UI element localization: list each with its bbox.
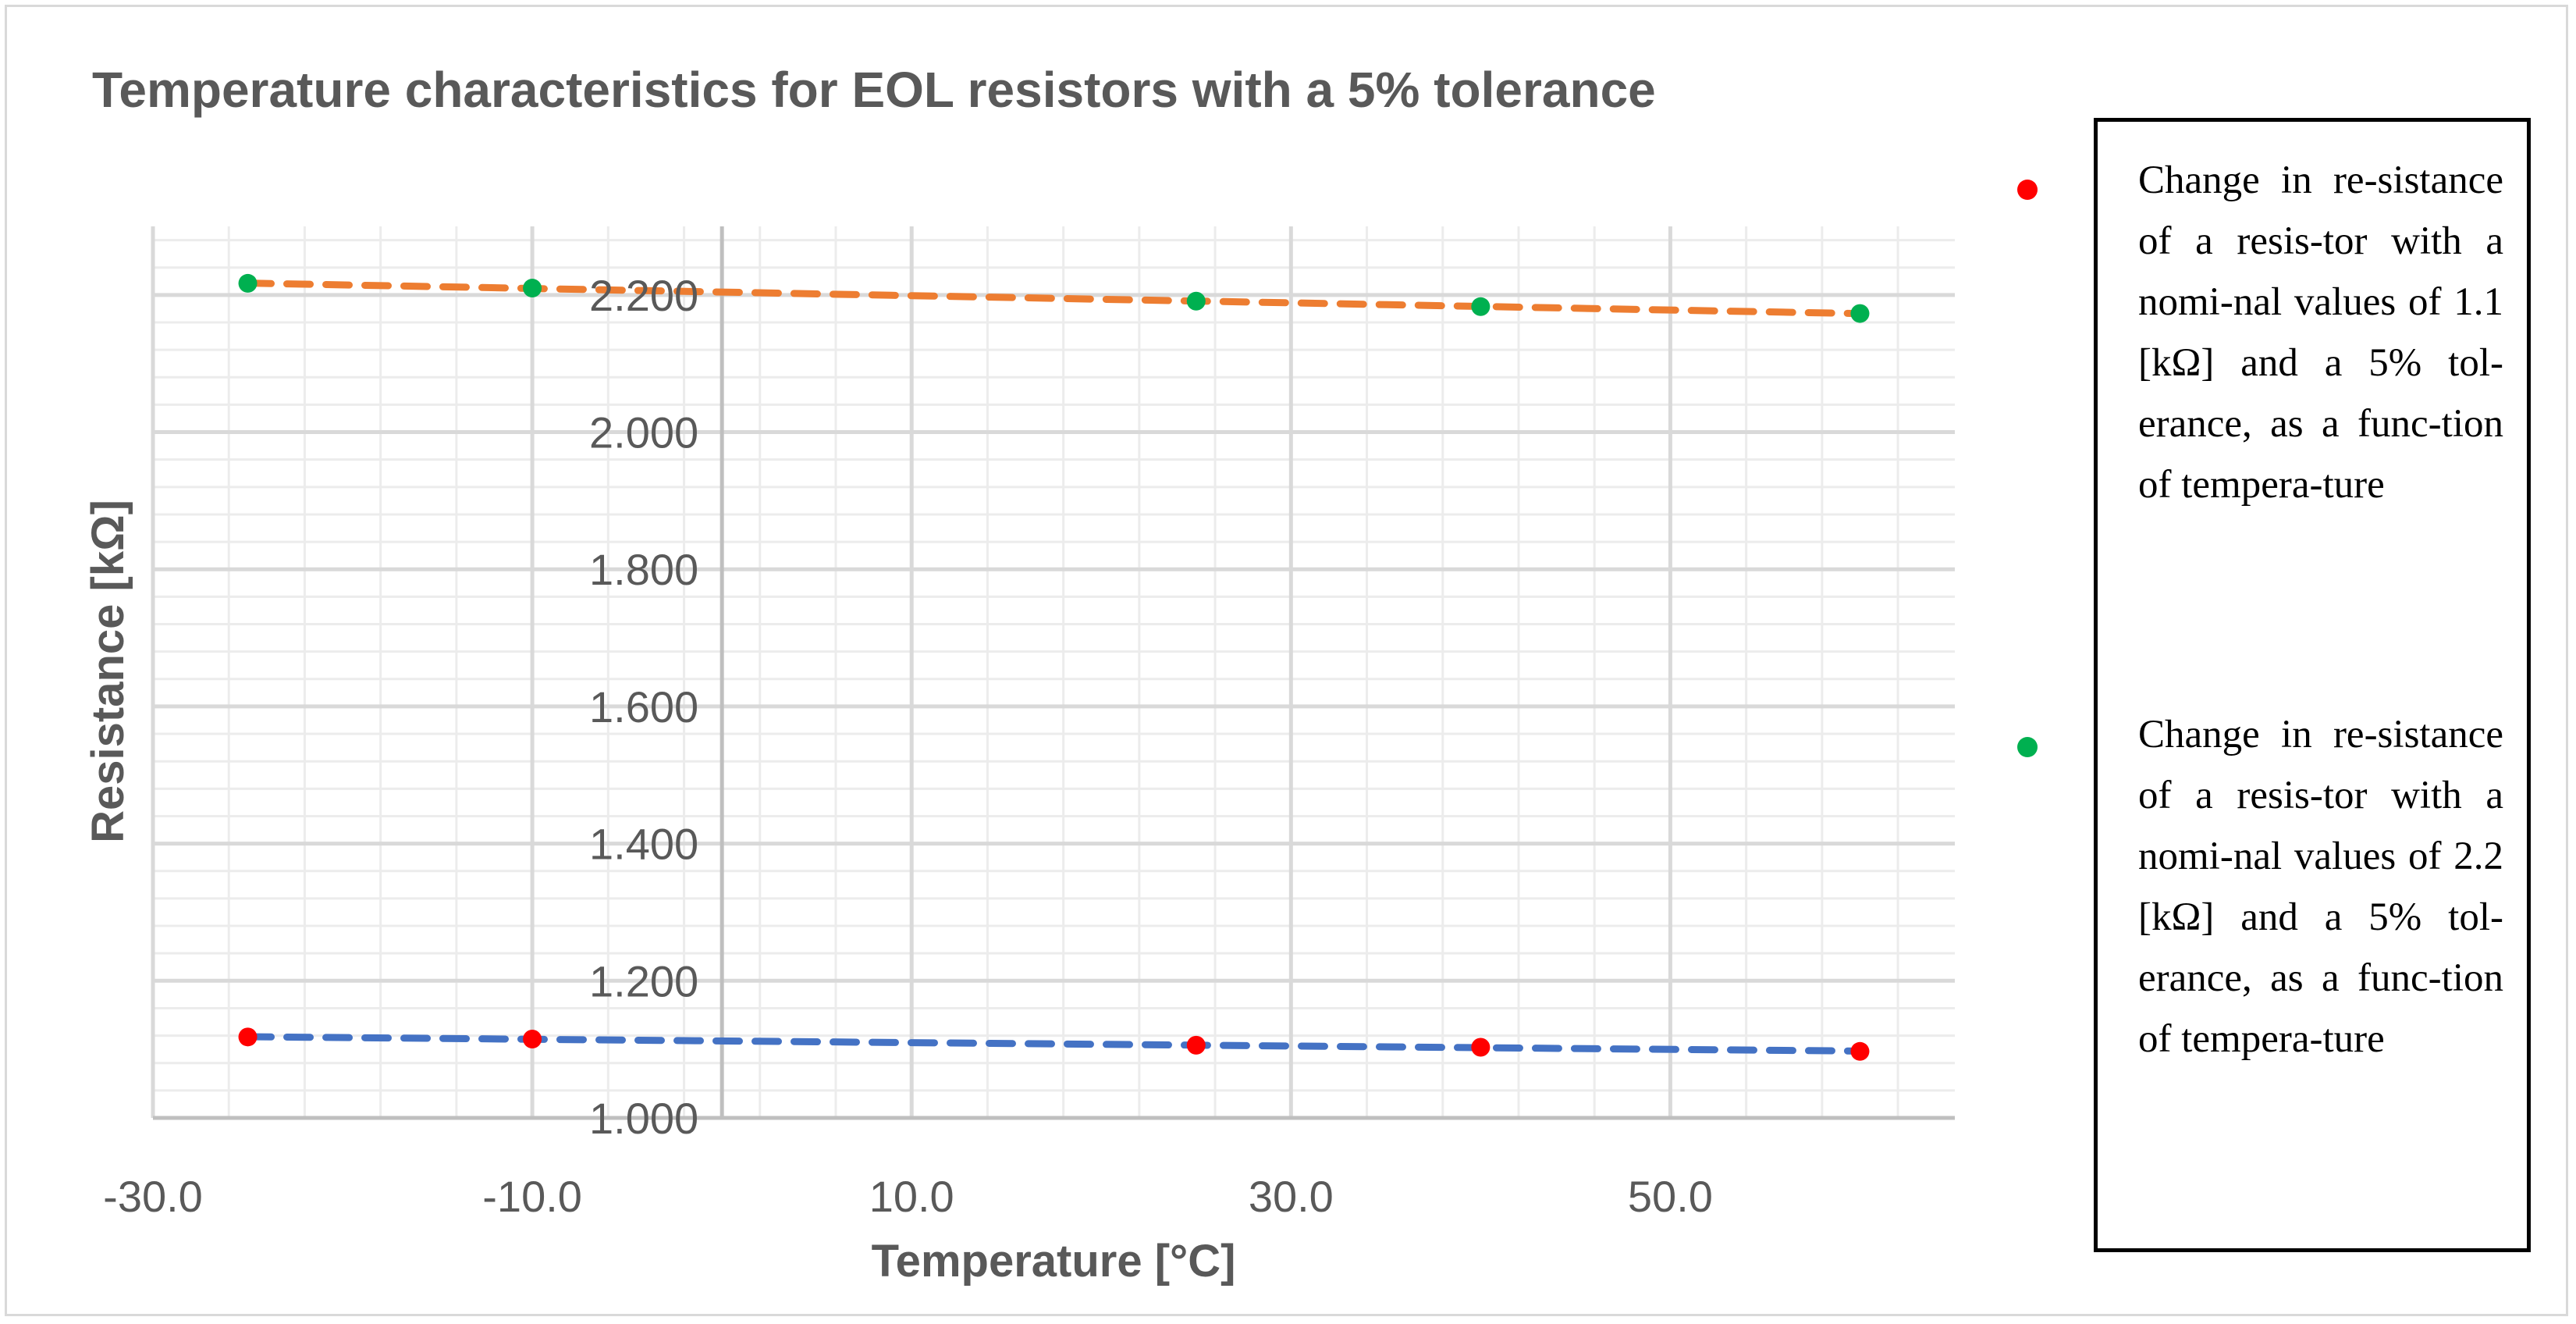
data-point-series-2 xyxy=(523,279,542,298)
legend-entry-1-1k: Change in re-sistance of a resis-tor wit… xyxy=(2138,158,2503,507)
data-point-series-1 xyxy=(523,1029,542,1048)
minor-grid xyxy=(151,226,1955,1119)
y-tick-label: 1.400 xyxy=(589,820,698,869)
legend-marker-2-2k xyxy=(2017,737,2038,757)
trendline-series-2 xyxy=(244,279,1864,318)
x-tick-label: -30.0 xyxy=(103,1172,203,1221)
x-tick-label: 50.0 xyxy=(1628,1172,1713,1221)
y-tick-label: 1.600 xyxy=(589,682,698,731)
data-point-series-1 xyxy=(238,1027,258,1047)
x-tick-label: 10.0 xyxy=(869,1172,954,1221)
data-point-series-2 xyxy=(1186,291,1206,311)
legend-entry-2-2k: Change in re-sistance of a resis-tor wit… xyxy=(2138,713,2503,1061)
y-tick-label: 1.000 xyxy=(589,1094,698,1143)
tick-labels: 1.000 1.200 1.400 1.600 1.800 2.000 2.200 -30.0… xyxy=(103,271,1713,1221)
axes xyxy=(153,226,1955,1120)
data-point-series-1 xyxy=(1850,1041,1870,1061)
data-points xyxy=(238,273,1870,1061)
y-tick-label: 1.200 xyxy=(589,956,698,1005)
data-point-series-2 xyxy=(1850,304,1870,323)
y-axis-title: Resistance [kΩ] xyxy=(83,500,133,843)
y-tick-label: 2.000 xyxy=(589,408,698,457)
x-axis-title: Temperature [°C] xyxy=(872,1236,1236,1287)
data-point-series-1 xyxy=(1186,1035,1206,1055)
trendline-series-1 xyxy=(244,1033,1864,1055)
x-tick-label: 30.0 xyxy=(1249,1172,1334,1221)
chart-title: Temperature characteristics for EOL resi… xyxy=(92,62,1656,118)
legend-box xyxy=(2094,118,2531,1252)
x-tick-label: -10.0 xyxy=(482,1172,582,1221)
major-grid xyxy=(151,226,1955,1120)
legend-marker-1-1k xyxy=(2017,180,2038,200)
trendlines xyxy=(244,279,1864,1055)
data-point-series-1 xyxy=(1471,1037,1491,1057)
data-point-series-2 xyxy=(238,273,258,293)
data-point-series-2 xyxy=(1471,297,1491,316)
y-tick-label: 1.800 xyxy=(589,545,698,594)
y-tick-label: 2.200 xyxy=(589,271,698,320)
